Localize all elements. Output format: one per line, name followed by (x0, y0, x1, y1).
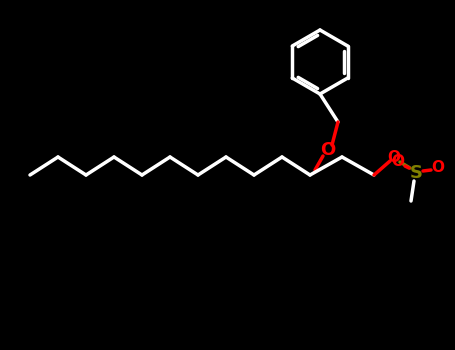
Text: O: O (320, 141, 336, 159)
Text: O: O (431, 161, 445, 175)
Text: O: O (388, 149, 400, 164)
Text: O: O (391, 154, 404, 168)
Text: S: S (410, 164, 423, 182)
